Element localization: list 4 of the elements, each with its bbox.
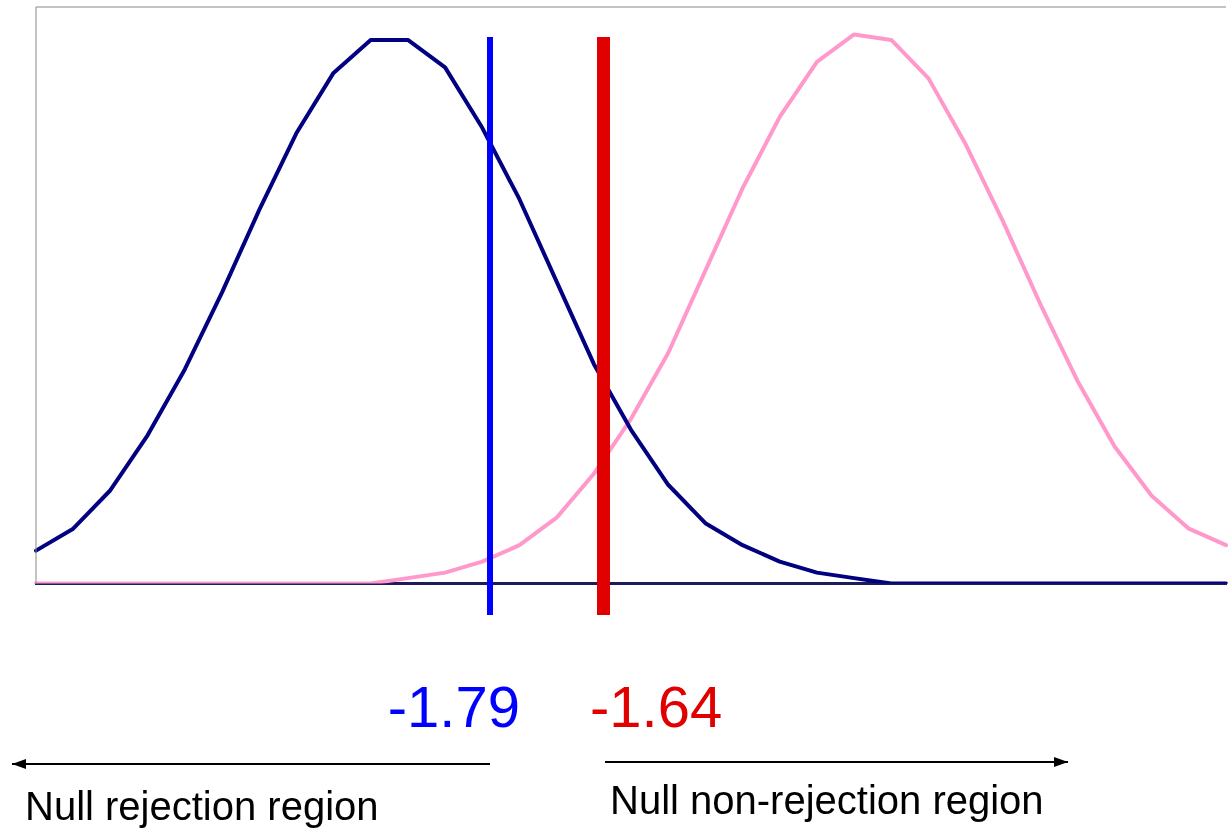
text: Null non-rejection region <box>610 778 1044 822</box>
text: -1.64 <box>590 674 723 739</box>
text: Null rejection region <box>25 784 379 828</box>
text: -1.79 <box>387 674 520 739</box>
